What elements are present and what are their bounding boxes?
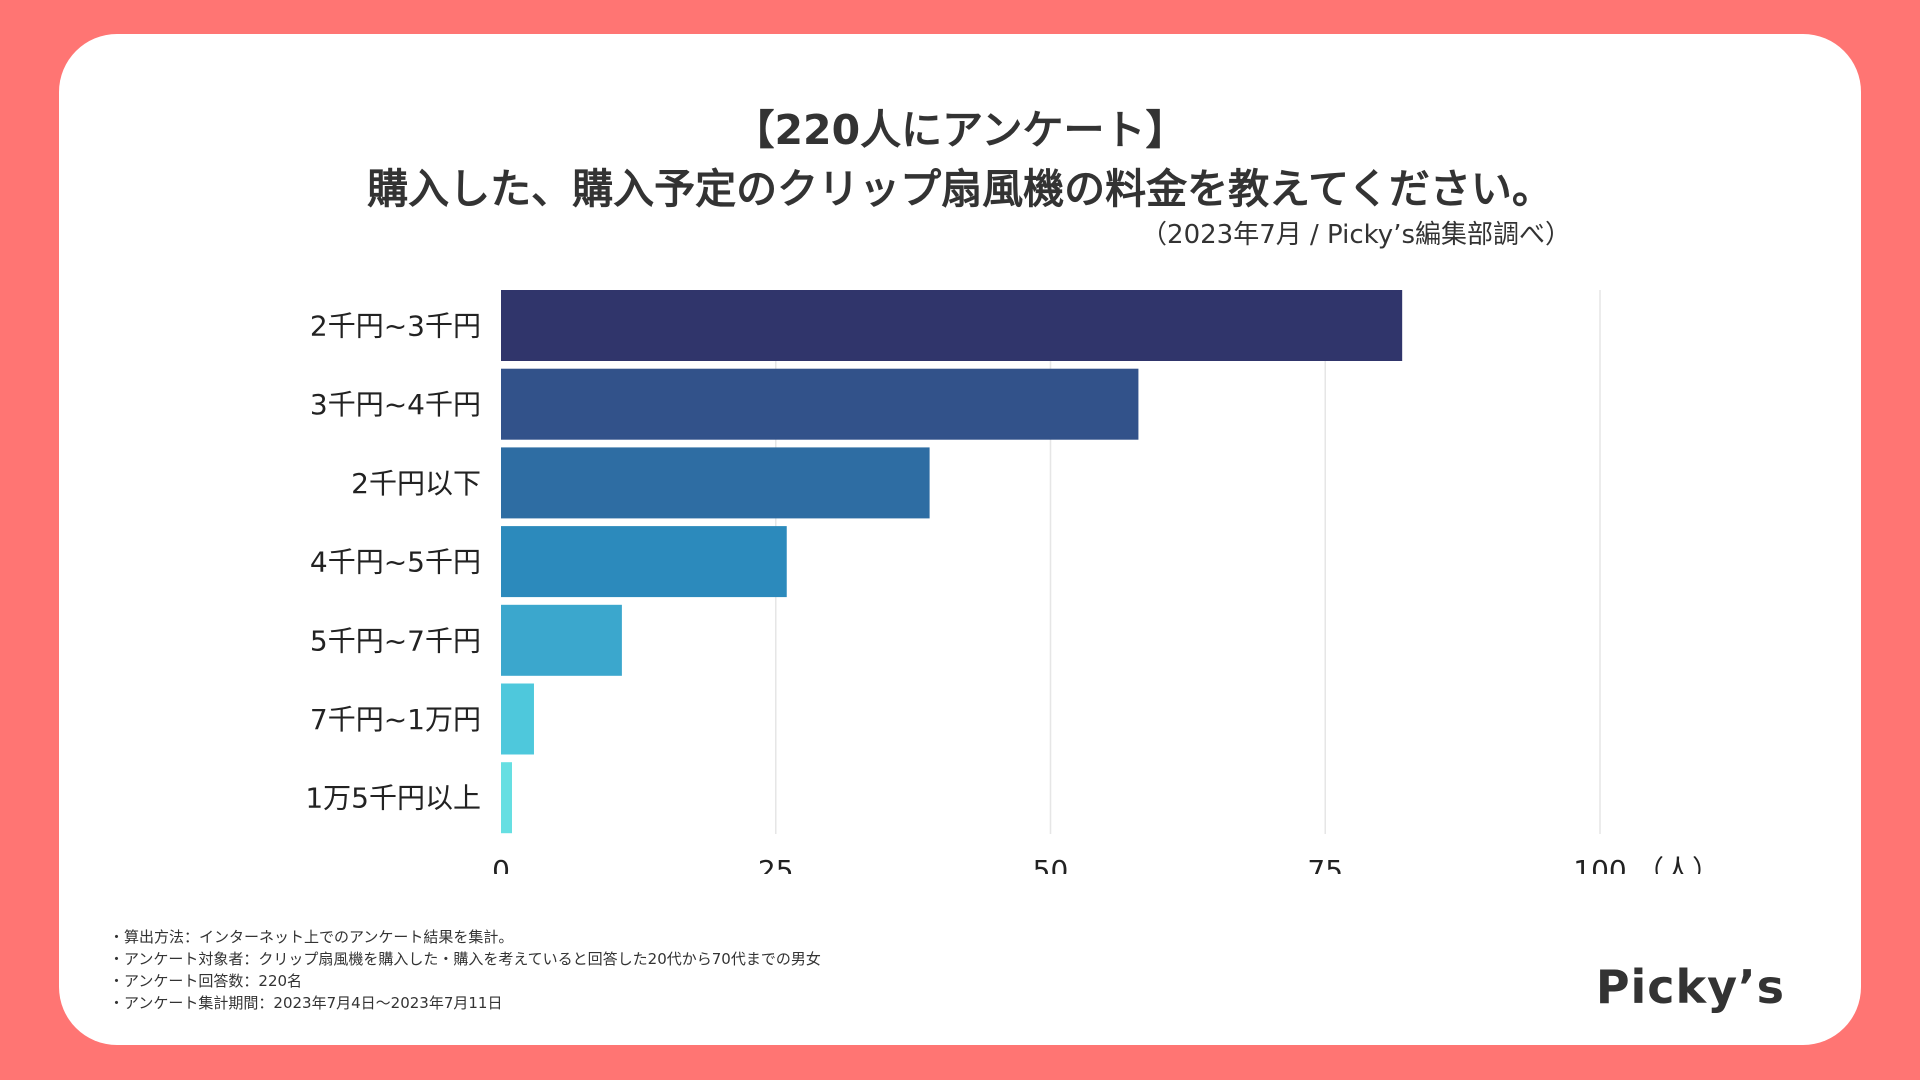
category-label-7: 1万5千円以上 (305, 782, 481, 815)
chart-title-line2: 購入した、購入予定のクリップ扇風機の料金を教えてください。 (367, 165, 1553, 213)
category-label-3: 2千円以下 (351, 467, 481, 500)
tick-label-100: 100 (1573, 854, 1626, 874)
tick-label-0: 0 (492, 854, 510, 874)
category-label-6: 7千円~1万円 (310, 703, 481, 736)
bar-1 (501, 290, 1403, 361)
note-period: ・アンケート集計期間：2023年7月4日〜2023年7月11日 (109, 994, 503, 1012)
bar-2 (501, 368, 1139, 440)
x-unit-label: （人） (1636, 854, 1720, 874)
survey-notes: ・算出方法：インターネット上でのアンケート結果を集計。 ・アンケート対象者：クリ… (109, 926, 821, 1014)
bar-chart: 2千円~3千円 3千円~4千円 2千円以下 4千円~5千円 5千円~7千円 7千円~1万円… (305, 290, 1720, 874)
tick-label-50: 50 (1033, 854, 1069, 874)
tick-label-75: 75 (1307, 854, 1343, 874)
bar-4 (501, 526, 787, 598)
category-label-2: 3千円~4千円 (310, 388, 481, 421)
category-label-5: 5千円~7千円 (310, 624, 481, 657)
note-respondents: ・アンケート回答数：220名 (109, 972, 303, 990)
note-method: ・算出方法：インターネット上でのアンケート結果を集計。 (109, 928, 514, 946)
bar-layer (501, 290, 1403, 834)
category-label-layer: 2千円~3千円 3千円~4千円 2千円以下 4千円~5千円 5千円~7千円 7千円~1万円… (305, 310, 481, 815)
category-label-4: 4千円~5千円 (310, 546, 481, 579)
category-label-1: 2千円~3千円 (310, 310, 481, 343)
chart-title-line1: 【220人にアンケート】 (733, 106, 1187, 154)
tick-label-25: 25 (758, 854, 794, 874)
bar-6 (501, 683, 534, 755)
note-target: ・アンケート対象者：クリップ扇風機を購入した・購入を考えていると回答した20代か… (109, 950, 821, 968)
bar-7 (501, 762, 512, 834)
pickys-logo: Picky’s (1595, 960, 1785, 1014)
bar-3 (501, 447, 930, 519)
tick-label-layer: 0 25 50 75 100 （人） (492, 854, 1720, 874)
chart-subtitle: （2023年7月 / Picky’s編集部調べ） (1141, 220, 1571, 250)
chart-card: 【220人にアンケート】 購入した、購入予定のクリップ扇風機の料金を教えてくださ… (59, 34, 1861, 1045)
bar-5 (501, 604, 622, 676)
